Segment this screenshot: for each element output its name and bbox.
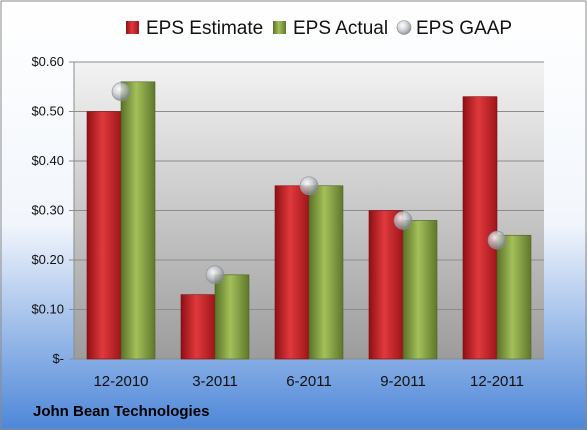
bar-eps-estimate [180, 294, 216, 360]
bar-eps-actual [402, 220, 438, 360]
legend-swatch-gaap [396, 20, 412, 35]
y-tick-label: $0.60 [31, 54, 64, 69]
marker-eps-gaap [111, 82, 131, 101]
legend-swatch-estimate [126, 21, 139, 34]
bar-eps-actual [120, 81, 156, 360]
y-tick-label: $0.10 [31, 302, 64, 317]
legend-label-estimate: EPS Estimate [146, 18, 263, 39]
x-tick-label: 9-2011 [380, 373, 426, 390]
legend-label-actual: EPS Actual [293, 18, 388, 39]
bar-eps-estimate [86, 111, 122, 360]
marker-eps-gaap [487, 230, 507, 250]
bar-eps-actual [496, 234, 532, 360]
bar-eps-estimate [274, 185, 310, 360]
legend-swatch-actual [273, 21, 286, 34]
bar-eps-estimate [462, 96, 498, 360]
bars [86, 81, 532, 360]
y-axis-ticks: $- $0.10 $0.20 $0.30 $0.40 $0.50 $0.60 [31, 54, 75, 366]
x-tick-label: 3-2011 [192, 373, 238, 390]
company-name: John Bean Technologies [33, 403, 209, 420]
legend: EPS Estimate EPS Actual EPS GAAP [126, 18, 512, 39]
x-tick-label: 6-2011 [286, 373, 332, 390]
y-tick-label: $0.30 [31, 203, 64, 218]
y-tick-label: $- [52, 351, 64, 366]
y-tick-label: $0.50 [31, 104, 64, 119]
y-tick-label: $0.40 [31, 153, 64, 168]
bar-eps-estimate [368, 210, 404, 360]
x-tick-label: 12-2011 [470, 373, 524, 390]
legend-label-gaap: EPS GAAP [416, 18, 512, 39]
marker-eps-gaap [205, 265, 225, 285]
marker-eps-gaap [393, 211, 413, 230]
bar-eps-actual [214, 274, 250, 360]
gaap-markers [111, 82, 507, 285]
y-tick-label: $0.20 [31, 252, 64, 267]
x-axis-ticks: 12-2010 3-2011 6-2011 9-2011 12-2011 [93, 373, 524, 390]
bar-eps-actual [308, 185, 344, 360]
x-tick-label: 12-2010 [93, 373, 148, 390]
marker-eps-gaap [299, 176, 319, 196]
